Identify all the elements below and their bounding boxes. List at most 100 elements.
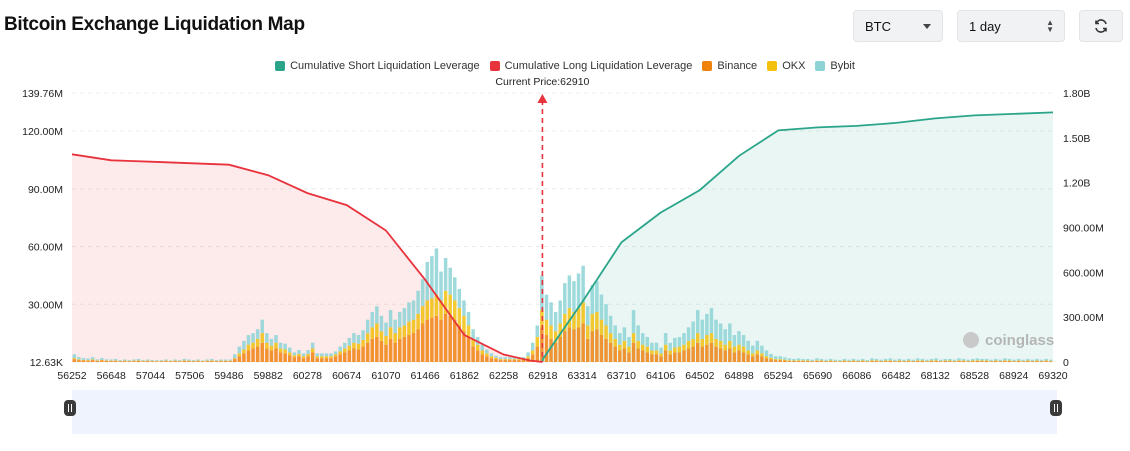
bar-bybit xyxy=(407,302,411,322)
bar-binance xyxy=(1030,361,1035,362)
bar-bybit xyxy=(333,351,338,355)
bar-binance xyxy=(453,319,457,362)
bar-binance xyxy=(1016,361,1021,362)
bar-okx xyxy=(242,349,246,354)
bar-bybit xyxy=(654,342,659,351)
bar-binance xyxy=(439,319,443,362)
bar-bybit xyxy=(1048,359,1053,361)
bar-binance xyxy=(205,361,209,362)
range-slider-left-handle[interactable] xyxy=(64,400,76,416)
bar-binance xyxy=(384,344,388,362)
bar-binance xyxy=(237,356,242,362)
legend-label: Binance xyxy=(717,60,758,72)
x-tick-label: 57044 xyxy=(136,370,165,382)
bar-bybit xyxy=(943,358,948,361)
bar-bybit xyxy=(778,356,782,360)
bar-binance xyxy=(274,348,278,362)
bar-okx xyxy=(420,306,425,324)
bar-bybit xyxy=(466,311,471,326)
bar-binance xyxy=(544,335,549,362)
bar-binance xyxy=(81,360,86,362)
bar-okx xyxy=(654,350,659,355)
bar-bybit xyxy=(613,325,617,339)
legend-item[interactable]: OKX xyxy=(767,60,805,72)
bar-binance xyxy=(595,329,599,362)
bar-binance xyxy=(228,361,232,362)
bar-okx xyxy=(773,359,778,361)
bar-okx xyxy=(631,333,636,343)
bar-bybit xyxy=(191,360,196,361)
bar-bybit xyxy=(893,359,897,361)
bar-okx xyxy=(246,344,251,351)
bar-bybit xyxy=(984,358,989,361)
bar-binance xyxy=(751,356,755,362)
x-tick-label: 64106 xyxy=(646,370,675,382)
refresh-button[interactable] xyxy=(1079,10,1123,42)
bar-bybit xyxy=(343,342,347,349)
bar-bybit xyxy=(113,358,118,361)
bar-bybit xyxy=(677,336,682,347)
bar-binance xyxy=(966,361,970,362)
bar-bybit xyxy=(1026,358,1030,361)
legend-item[interactable]: Cumulative Long Liquidation Leverage xyxy=(489,60,692,72)
legend-label: Bybit xyxy=(830,60,855,72)
bar-binance xyxy=(654,354,659,362)
coin-select[interactable]: BTC xyxy=(853,10,943,42)
bar-bybit xyxy=(379,315,384,332)
bar-okx xyxy=(792,360,796,362)
bar-bybit xyxy=(1035,358,1039,361)
bar-okx xyxy=(388,327,393,339)
bar-bybit xyxy=(883,358,888,361)
long-cumulative-line xyxy=(71,153,543,363)
bar-bybit xyxy=(145,359,150,361)
bar-bybit xyxy=(398,311,402,328)
bar-bybit xyxy=(563,283,567,314)
bar-bybit xyxy=(663,333,668,345)
bar-okx xyxy=(599,319,604,336)
bar-bybit xyxy=(301,353,306,357)
bar-binance xyxy=(365,342,370,362)
bar-binance xyxy=(824,361,828,362)
bar-binance xyxy=(122,361,127,362)
y-left-tick-label: 12.63K xyxy=(30,357,63,369)
bar-bybit xyxy=(920,358,925,361)
legend-swatch xyxy=(815,61,826,71)
bar-binance xyxy=(971,361,975,362)
bar-bybit xyxy=(971,358,975,361)
long-cumulative-area xyxy=(72,154,543,362)
bar-bybit xyxy=(961,358,966,361)
bar-okx xyxy=(530,350,535,355)
bar-bybit xyxy=(95,359,99,361)
legend-swatch xyxy=(275,61,286,71)
bar-bybit xyxy=(728,323,732,341)
bar-bybit xyxy=(159,360,164,361)
legend-item[interactable]: Cumulative Short Liquidation Leverage xyxy=(275,60,480,72)
bar-bybit xyxy=(709,308,714,334)
bar-bybit xyxy=(443,258,448,291)
range-select[interactable]: 1 day ▲ ▼ xyxy=(957,10,1065,42)
bar-okx xyxy=(402,325,407,337)
legend-item[interactable]: Binance xyxy=(702,60,757,72)
legend-item[interactable]: Bybit xyxy=(815,60,855,72)
bar-bybit xyxy=(764,350,769,357)
bar-binance xyxy=(668,354,672,362)
bar-bybit xyxy=(755,340,760,351)
bar-bybit xyxy=(480,344,485,351)
bar-binance xyxy=(764,358,769,362)
bar-bybit xyxy=(599,294,604,320)
bar-binance xyxy=(90,360,95,362)
bar-binance xyxy=(136,360,141,362)
bar-binance xyxy=(393,342,397,362)
bar-bybit xyxy=(700,319,705,339)
bar-bybit xyxy=(553,311,558,332)
bar-bybit xyxy=(150,360,154,361)
bar-okx xyxy=(278,348,283,353)
bar-binance xyxy=(833,361,837,362)
bar-okx xyxy=(984,360,989,362)
bar-bybit xyxy=(691,321,695,339)
bar-okx xyxy=(861,360,865,362)
bar-binance xyxy=(893,361,897,362)
bar-okx xyxy=(874,360,879,362)
range-slider-right-handle[interactable] xyxy=(1050,400,1062,416)
bar-bybit xyxy=(993,358,998,361)
